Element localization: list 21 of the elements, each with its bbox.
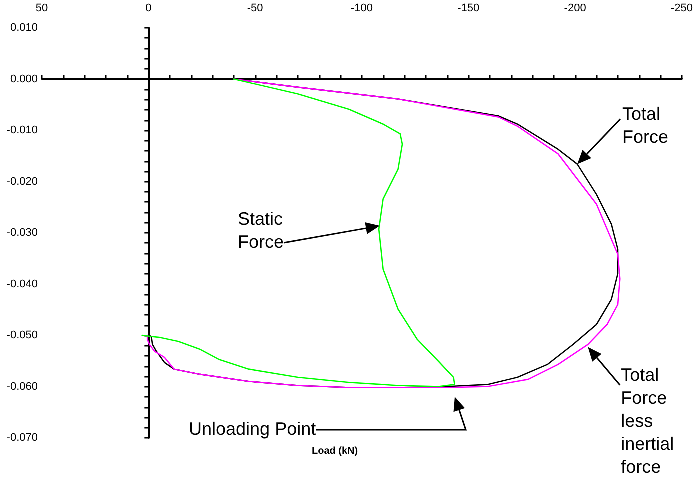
x-tick-label: 0 <box>146 2 152 14</box>
y-tick-label: -0.060 <box>6 380 38 393</box>
y-tick-label: -0.030 <box>6 227 38 239</box>
annotation: Total Force less inertial force <box>621 364 676 480</box>
annotation: Static Force <box>238 208 286 254</box>
x-tick-label: -150 <box>458 2 480 14</box>
y-tick-label: -0.020 <box>6 176 38 188</box>
y-tick-label: -0.070 <box>6 432 38 444</box>
x-tick-label: -100 <box>350 2 374 14</box>
annotation: Total Force <box>622 103 670 150</box>
y-tick-label: -0.040 <box>6 278 38 290</box>
x-tick-label: -200 <box>564 2 586 14</box>
y-tick-label: 0.000 <box>10 73 38 86</box>
x-tick-label: -250 <box>670 2 694 14</box>
annotation: Unloading Point <box>189 418 318 441</box>
x-axis-title: Load (kN) <box>312 446 358 457</box>
y-tick-label: -0.010 <box>6 124 38 136</box>
y-tick-label: -0.050 <box>6 330 38 342</box>
y-tick-label: 0.010 <box>10 22 38 34</box>
x-tick-label: -50 <box>247 2 264 14</box>
x-tick-label: 50 <box>36 2 48 14</box>
